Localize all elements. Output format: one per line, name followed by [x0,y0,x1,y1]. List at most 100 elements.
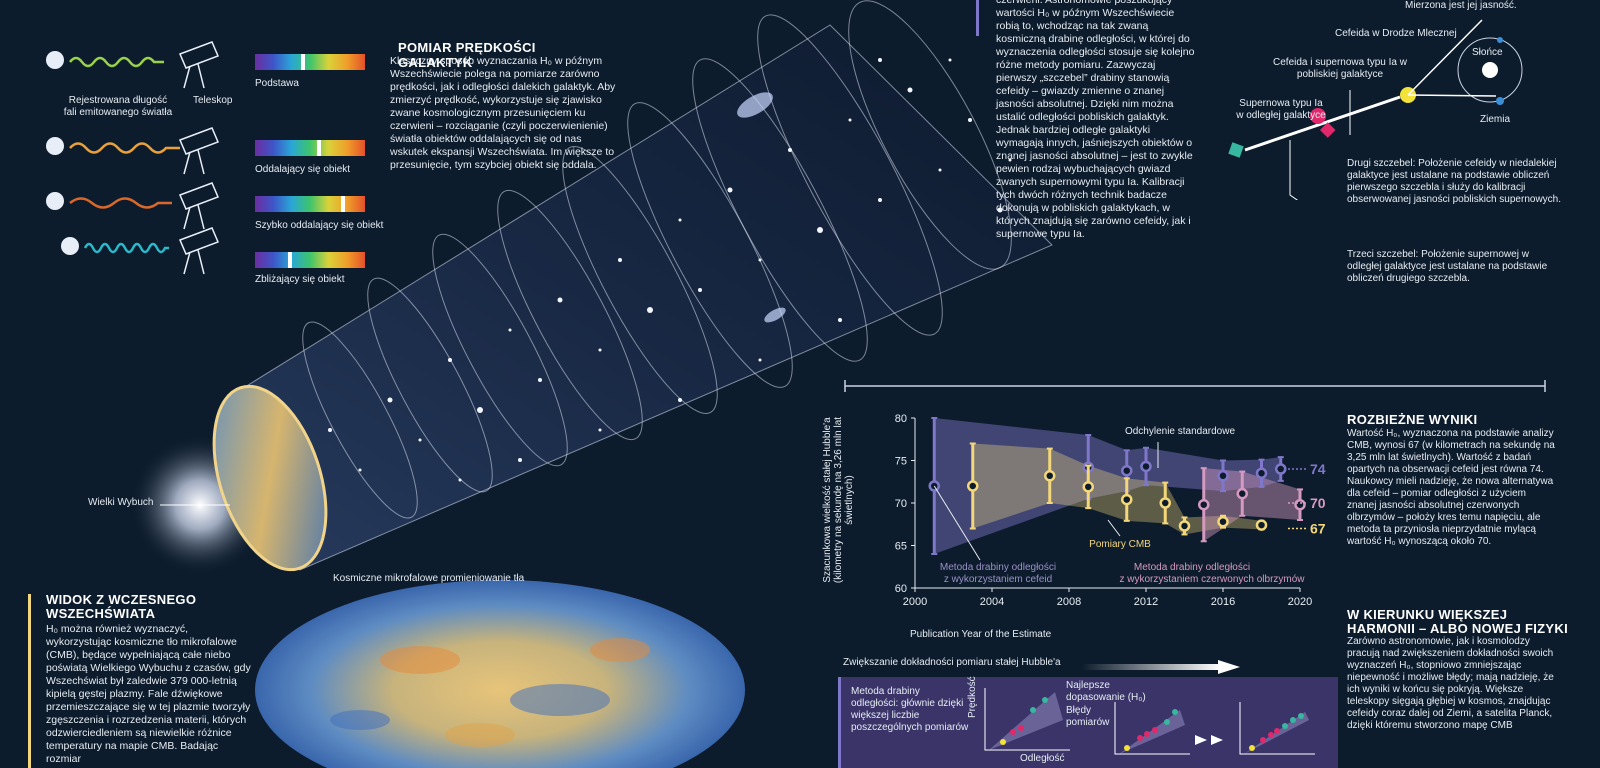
data-point [1121,464,1133,477]
data-point [1044,470,1056,482]
rung3-pointer [1289,140,1299,200]
cmb-map-texture [330,638,650,747]
uncertainty-band [972,443,1262,535]
galaxy-speed-title: POMIAR PRĘDKOŚCI GALAKTYK [398,40,536,70]
sun-label: Słońce [1472,47,1503,58]
precision-accent-bar [838,677,841,768]
sun-icon [1482,62,1498,78]
uncertainty-wedge [989,692,1063,750]
x-tick-label: 2004 [980,596,1004,608]
divergent-text: Wartość H₀, wyznaczona na podstawie anal… [1347,428,1555,547]
telescope-icon [179,127,219,175]
annotation-pointer [1107,519,1121,537]
harmony-title-line2: HARMONII – ALBO NOWEJ FIZYKI [1347,621,1568,636]
galaxy-icon [46,137,64,155]
earth-label: Ziemia [1480,114,1511,125]
data-point [967,480,979,492]
chart-y-axis-label: Szacunkowa wielkość stałej Hubble'a (kil… [822,410,882,590]
data-point [1255,467,1268,479]
light-wave [69,56,164,68]
harmony-text: Zarówno astronomowie, jak i kosmolodzy p… [1347,636,1554,731]
absorption-line [301,54,305,70]
spectrum-label: Zbliżający się obiekt [255,274,345,285]
chart-annotation: z wykorzystaniem czerwonych olbrzymów [1119,574,1305,585]
harmony-title-line1: W KIERUNKU WIĘKSZEJ [1347,607,1508,622]
spectrum-label: Szybko oddalający się obiekt [255,220,384,231]
distance-ladder-diagram [1228,19,1523,200]
redshift-row [61,227,219,275]
rung3-text: Trzeci szczebel: Położenie supernowej w … [1347,249,1548,284]
cmb-map-label: Kosmiczne mikrofalowe promieniowanie tła [333,573,525,584]
galaxy-speed-section: Rejestrowana długość fali emitowanego św… [0,0,615,300]
x-tick-label: 2000 [903,596,927,608]
ladder-accent-bar [976,0,979,36]
absorption-line [341,196,345,212]
early-universe-accent-bar [28,594,31,768]
galaxy-icon [61,237,79,255]
early-universe-title-line1: WIDOK Z WCZESNEGO [46,592,197,607]
end-value-label: 70 [1310,495,1326,511]
rung2-text: Drugi szczebel: Położenie cefeidy w nied… [1347,158,1561,205]
chart-annotation: z wykorzystaniem cefeid [944,574,1052,585]
annotation-pointer [933,485,981,561]
cone-rings [302,0,1012,519]
chart-annotation: Pomiary CMB [1089,539,1151,550]
y-tick-label: 75 [895,456,907,468]
x-tick-label: 2016 [1211,596,1235,608]
spectrum-label: Oddalający się obiekt [255,164,351,175]
far-sn-label: Supernowa typu Ia w odległej galaktyce [1236,98,1326,121]
absorption-line [317,140,321,156]
precision-panel [838,677,1338,768]
errors-label: Błędy pomiarów [1066,705,1110,728]
redshift-row [46,182,219,230]
uncertainty-band [934,418,1281,554]
y-tick-label: 65 [895,541,907,553]
spectrum-bar [255,54,365,70]
telescope-icon [179,41,219,89]
ladder-line [1244,95,1401,152]
end-value-label: 67 [1310,521,1326,537]
data-point [1198,498,1210,511]
light-wave [69,197,172,209]
data-point [1236,487,1248,500]
data-point [1159,497,1171,509]
spectrum-bar [255,196,365,212]
precision-heading: Zwiększanie dokładności pomiaru stałej H… [843,657,1061,668]
spectrum-bar [255,140,365,156]
data-point [1255,519,1268,531]
cepheid-and-sn-label: Cefeida i supernowa typu Ia w pobliskiej… [1273,57,1407,80]
y-tick-label: 60 [895,583,907,595]
galaxy-speed-text: Klasyczny sposób wyznaczania H₀ w późnym… [390,55,616,171]
redshift-row [46,127,219,175]
earth-orbit [1457,37,1523,103]
x-tick-label: 2008 [1057,596,1081,608]
early-universe-title-line2: WSZECHŚWIATA [46,606,156,621]
telescope-icon [179,227,219,275]
chart-x-axis-label: Publication Year of the Estimate [910,629,1052,640]
parallax-line [1407,94,1497,97]
data-point [1140,460,1152,473]
milky-way-cepheid-label: Cefeida w Drodze Mlecznej [1335,28,1457,39]
precision-method-text: Metoda drabiny odległości: głównie dzięk… [851,686,969,733]
distance-ladder-text: czerwieni. Astronomowie poszukujący wart… [996,0,1195,240]
wavelength-label: Rejestrowana długość fali emitowanego św… [63,95,173,118]
precision-mini-plots [984,688,1315,755]
nearby-cepheid-icon [1310,108,1326,124]
data-point [1121,493,1133,506]
telescope-label: Teleskop [193,95,233,106]
data-point [1082,481,1094,493]
big-bang-label: Wielki Wybuch [88,497,154,508]
data-point [1217,470,1229,482]
precision-arrow [1082,660,1240,674]
galaxy-icon [46,192,64,210]
early-universe-text: H₀ można również wyznaczyć, wykorzystują… [46,623,251,765]
hubble-constant-chart: 60 65 70 75 80 2000 2004 2008 2012 2016 2020 74 70 67… [895,413,1326,608]
y-tick-label: 80 [895,413,907,425]
end-value-label: 74 [1310,461,1326,477]
chart-annotation: Metoda drabiny odległości [940,562,1056,573]
galaxy-icon [46,51,64,69]
uncertainty-band [1203,468,1300,542]
x-tick-label: 2020 [1288,596,1312,608]
parallax-line [1407,19,1483,96]
